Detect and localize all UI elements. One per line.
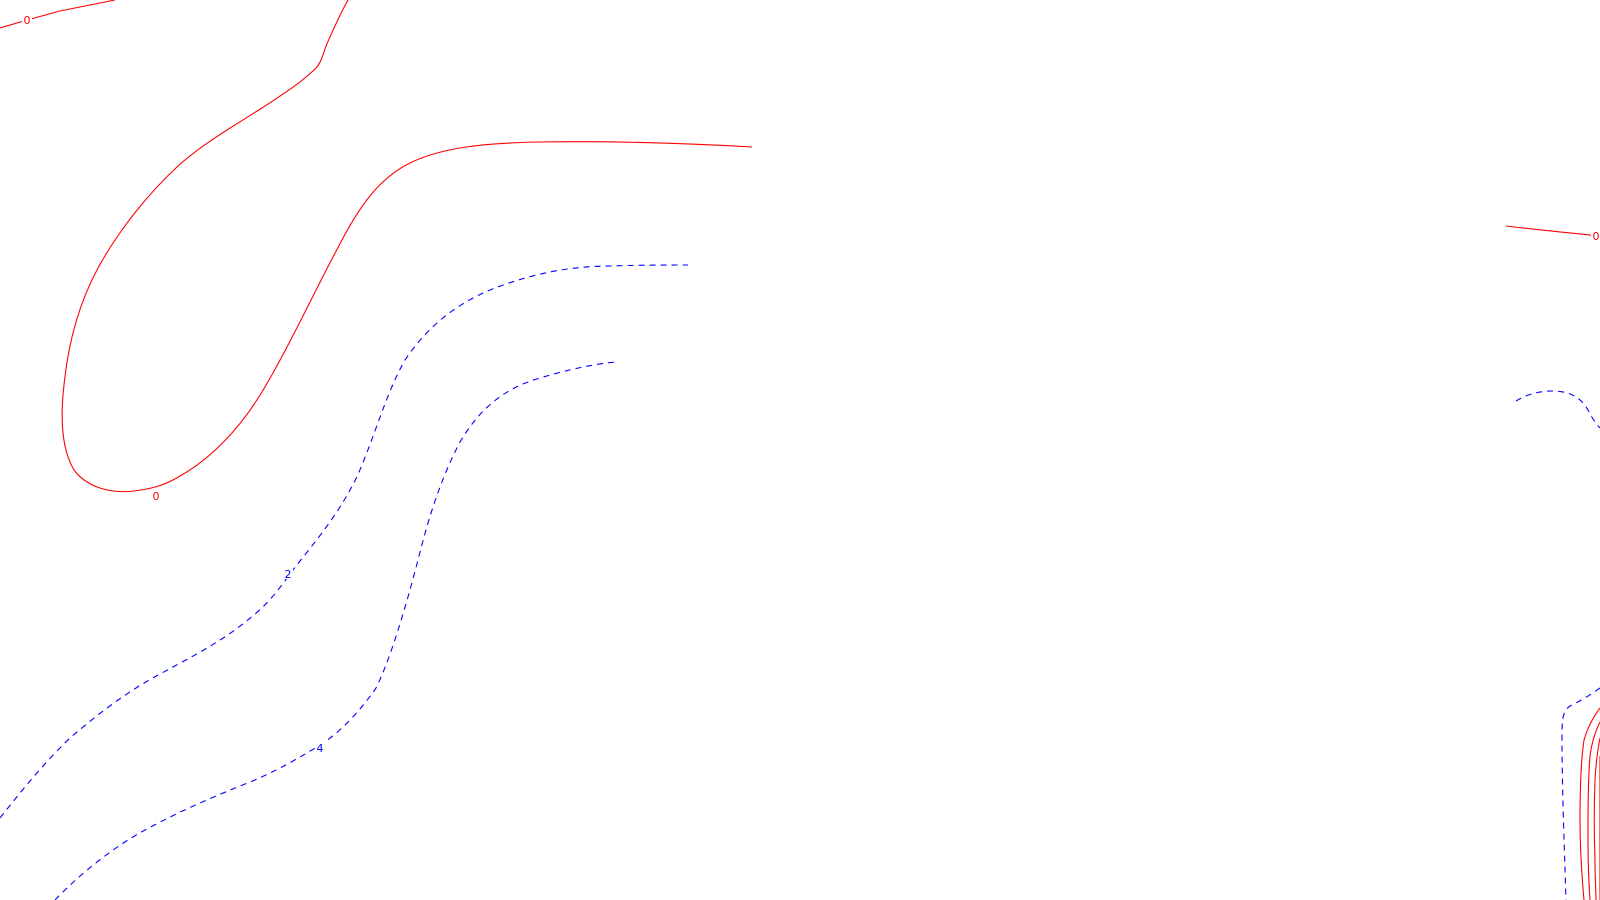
contour-label-c0-top-left: 0 [24,14,31,27]
contour-label-c2-curve: 2 [285,568,292,581]
contour-line-c-right-cluster-1 [1579,707,1600,900]
contour-label-c0-big-curve: 0 [153,490,160,503]
contour-line-c-right-cluster-3 [1593,737,1600,900]
contour-line-c-right-upper [1515,390,1600,429]
contour-line-c-right-lower [1561,687,1600,900]
contour-line-c0-big-curve [61,0,753,493]
contour-label-c4-curve: 4 [317,742,324,755]
contour-label-backdrop [315,741,325,753]
contour-label-backdrop [22,13,32,25]
contour-label-backdrop [151,489,161,501]
contour-line-c0-right [1505,225,1600,237]
contour-line-c4-curve [54,361,616,900]
contour-label-c0-right: 0 [1593,230,1600,243]
contour-label-backdrop [283,567,293,579]
contour-line-c-right-cluster-2 [1587,721,1600,900]
contour-line-c2-curve [0,264,689,819]
contour-label-backdrop [1591,229,1600,241]
contour-line-c0-top-left [0,0,116,29]
